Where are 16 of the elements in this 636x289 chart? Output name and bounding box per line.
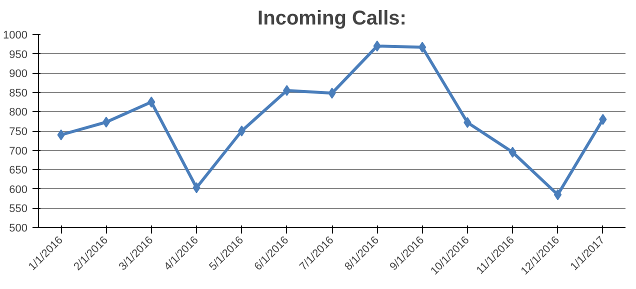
- y-tick-label: 750: [9, 126, 28, 138]
- y-tick-label: 850: [9, 87, 28, 100]
- y-tick-label: 600: [9, 184, 28, 196]
- point: [418, 42, 426, 53]
- y-tick-label: 900: [9, 68, 28, 80]
- chart-title: Incoming Calls:: [258, 8, 406, 30]
- y-tick-label: 500: [9, 222, 28, 234]
- y-tick-label: 1000: [3, 30, 28, 42]
- y-tick-label: 950: [9, 48, 28, 61]
- point: [554, 189, 562, 200]
- y-tick-label: 700: [9, 145, 28, 158]
- point: [102, 116, 110, 128]
- y-tick-label: 650: [9, 164, 28, 177]
- y-tick-label: 550: [9, 203, 28, 216]
- point: [238, 126, 246, 136]
- y-tick-label: 800: [9, 106, 28, 119]
